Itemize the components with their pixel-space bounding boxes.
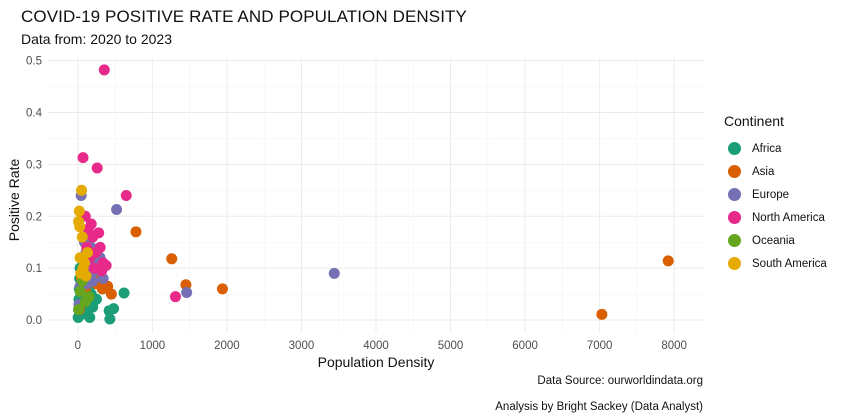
x-tick-label: 0	[75, 340, 81, 352]
point-north-america	[120, 190, 132, 201]
point-north-america	[85, 218, 97, 230]
point-north-america	[93, 227, 105, 239]
legend-label-north-america: North America	[752, 211, 825, 224]
point-south-america	[73, 205, 85, 217]
legend-key-north-america	[728, 211, 741, 224]
x-tick-label: 5000	[438, 340, 464, 352]
legend-item-asia: Asia	[724, 160, 827, 183]
point-europe	[328, 267, 340, 279]
legend-key-south-america	[728, 257, 741, 270]
point-africa	[108, 303, 120, 315]
point-africa	[104, 313, 116, 325]
x-tick-label: 6000	[512, 340, 538, 352]
legend-label-africa: Africa	[752, 142, 782, 155]
y-axis-label: Positive Rate	[6, 159, 22, 242]
x-axis-label: Population Density	[318, 354, 435, 370]
point-europe	[111, 204, 123, 216]
point-north-america	[98, 64, 110, 76]
legend-label-oceania: Oceania	[752, 234, 795, 247]
point-north-america	[91, 162, 103, 174]
chart-subtitle: Data from: 2020 to 2023	[21, 31, 172, 47]
legend-key-asia	[728, 165, 741, 178]
y-tick-label: 0.2	[26, 211, 42, 223]
x-tick-label: 7000	[587, 340, 613, 352]
x-tick-label: 1000	[140, 340, 166, 352]
legend-item-africa: Africa	[724, 137, 827, 160]
point-north-america	[77, 152, 89, 164]
point-africa	[118, 287, 130, 299]
legend-label-europe: Europe	[752, 188, 790, 201]
legend-key-africa	[728, 142, 741, 155]
data-source-caption: Data Source: ourworldindata.org	[537, 375, 703, 387]
legend-item-europe: Europe	[724, 183, 827, 206]
chart-title: COVID-19 POSITIVE RATE AND POPULATION DE…	[21, 7, 467, 26]
point-oceania	[73, 304, 85, 316]
x-tick-labels: 0 1000 2000 3000 4000 5000 6000 7000 8000	[75, 340, 687, 352]
x-tick-label: 2000	[214, 340, 240, 352]
point-north-america	[100, 260, 112, 272]
y-tick-labels: 0.0 0.1 0.2 0.3 0.4 0.5	[26, 56, 43, 327]
data-points	[72, 64, 674, 325]
y-tick-label: 0.0	[26, 315, 42, 327]
point-asia	[130, 226, 142, 238]
point-asia	[596, 308, 608, 320]
point-south-america	[76, 231, 88, 243]
legend-label-south-america: South America	[752, 257, 827, 270]
point-south-america	[76, 184, 88, 196]
legend-title: Continent	[724, 113, 784, 129]
legend-items: Africa Asia Europe North America Oceania Sout…	[724, 137, 827, 275]
y-tick-label: 0.4	[26, 107, 43, 119]
point-asia	[216, 283, 228, 295]
legend-key-oceania	[728, 234, 741, 247]
point-africa	[84, 311, 96, 323]
point-south-america	[82, 247, 94, 259]
major-gridlines	[48, 58, 704, 333]
point-oceania	[74, 285, 86, 297]
legend: Continent Africa Asia Europe North America O…	[724, 113, 827, 275]
point-north-america	[94, 241, 106, 253]
legend-item-north-america: North America	[724, 206, 827, 229]
point-europe	[181, 287, 193, 299]
legend-label-asia: Asia	[752, 165, 775, 178]
y-tick-label: 0.1	[26, 263, 42, 275]
point-south-america	[79, 257, 91, 269]
x-tick-label: 4000	[363, 340, 389, 352]
point-oceania	[83, 291, 95, 303]
legend-key-europe	[728, 188, 741, 201]
legend-item-south-america: South America	[724, 252, 827, 275]
x-tick-label: 3000	[289, 340, 315, 352]
x-tick-label: 8000	[661, 340, 687, 352]
point-north-america	[169, 291, 181, 303]
legend-item-oceania: Oceania	[724, 229, 827, 252]
point-south-america	[74, 221, 86, 233]
y-tick-label: 0.3	[26, 159, 42, 171]
y-tick-label: 0.5	[26, 56, 42, 68]
analysis-caption: Analysis by Bright Sackey (Data Analyst)	[495, 401, 703, 413]
point-asia	[166, 253, 178, 265]
point-asia	[105, 288, 117, 300]
point-south-america	[80, 270, 92, 282]
point-asia	[662, 255, 674, 267]
